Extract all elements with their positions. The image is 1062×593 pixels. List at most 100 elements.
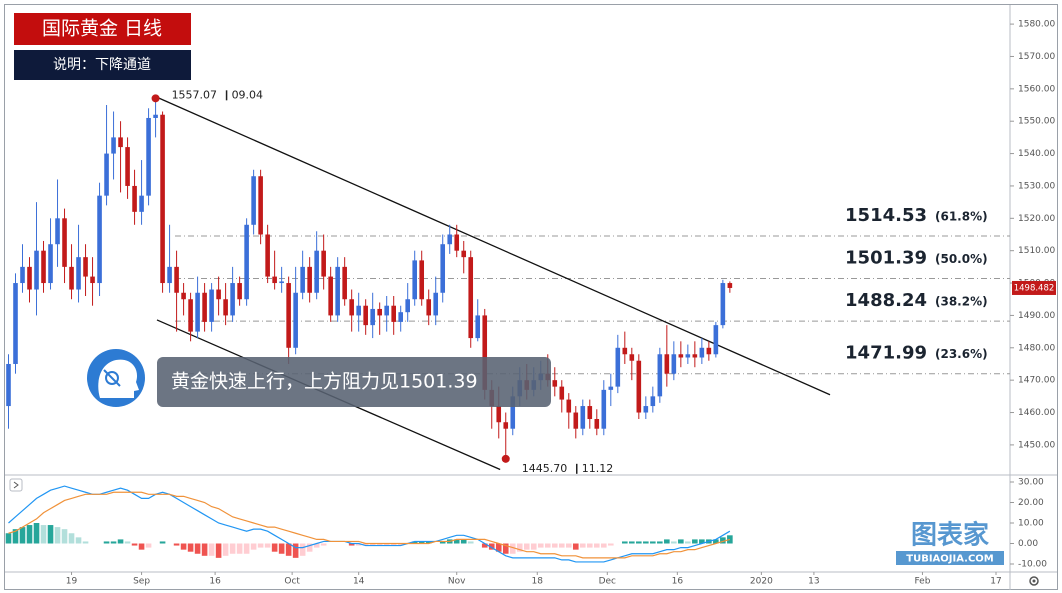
candle-body	[706, 347, 712, 355]
candle-body	[650, 396, 656, 407]
candle-body	[377, 308, 382, 316]
settings-icon[interactable]	[1029, 576, 1039, 586]
macd-histogram-bar	[173, 543, 180, 546]
macd-histogram-bar	[222, 543, 229, 556]
fib-value: 1501.39	[845, 248, 927, 269]
y-tick-label: 1490.00	[1018, 311, 1055, 321]
macd-histogram-bar	[467, 541, 474, 544]
candle-body	[685, 354, 691, 358]
y-tick-label: 1560.00	[1018, 84, 1055, 94]
chart-subtitle: 说明：下降通道	[53, 57, 151, 73]
candle-body	[13, 283, 18, 364]
macd-y-tick-label: 20.00	[1018, 498, 1044, 508]
collapse-button[interactable]	[9, 478, 23, 492]
candle-body	[286, 283, 291, 348]
extreme-price: 1445.70	[522, 462, 568, 475]
last-price-tag	[1012, 280, 1056, 295]
candle-body	[587, 406, 593, 420]
candle-body	[461, 250, 467, 258]
candle-body	[174, 266, 179, 293]
candle-body	[720, 283, 726, 326]
macd-histogram-bar	[411, 541, 418, 544]
y-tick-label: 1530.00	[1018, 181, 1055, 191]
macd-histogram-bar	[47, 525, 54, 544]
extreme-dot	[501, 454, 510, 463]
plot: 1450.001460.001470.001480.001490.001500.…	[5, 20, 1056, 587]
macd-histogram-bar	[68, 533, 75, 544]
x-tick-label: 19	[66, 577, 78, 587]
macd-y-tick-label: 0.00	[1018, 539, 1038, 549]
y-tick-label: 1450.00	[1018, 440, 1055, 450]
candle-body	[370, 308, 375, 326]
candle-body	[48, 244, 53, 284]
macd-histogram-bar	[390, 543, 397, 546]
extreme-date: 11.12	[582, 462, 614, 475]
macd-histogram-bar	[26, 525, 33, 544]
macd-histogram-bar	[720, 537, 726, 544]
candle-body	[265, 234, 270, 277]
candle-body	[69, 266, 74, 290]
macd-histogram-bar	[19, 527, 26, 544]
x-tick-label: 18	[532, 577, 544, 587]
macd-histogram-bar	[299, 543, 306, 556]
macd-histogram-bar	[201, 543, 208, 556]
candle-body	[83, 257, 88, 277]
macd-histogram-bar	[643, 541, 649, 544]
macd-histogram-bar	[243, 543, 250, 554]
candle-body	[643, 406, 649, 413]
candle-body	[552, 380, 558, 387]
macd-histogram-bar	[103, 541, 110, 544]
x-tick-label: 2020	[750, 577, 773, 587]
chart-title: 国际黄金 日线	[42, 18, 162, 40]
x-tick-label: 16	[672, 577, 684, 587]
macd-histogram-bar	[608, 543, 614, 546]
macd-y-tick-label: -10.00	[1018, 560, 1047, 570]
candle-body	[608, 386, 614, 390]
candle-body	[118, 137, 123, 148]
y-tick-label: 1460.00	[1018, 408, 1055, 418]
macd-histogram-bar	[586, 543, 593, 548]
macd-histogram-bar	[453, 539, 460, 544]
macd-histogram-bar	[699, 539, 705, 544]
candle-body	[90, 276, 95, 284]
macd-histogram-bar	[229, 543, 236, 554]
fib-value: 1471.99	[845, 343, 927, 364]
candle-body	[349, 299, 354, 316]
macd-histogram-bar	[509, 543, 516, 554]
candle-body	[692, 354, 698, 358]
candle-body	[664, 354, 670, 374]
candle-body	[6, 363, 11, 407]
candle-body	[314, 250, 319, 293]
extreme-dot	[151, 94, 160, 103]
macd-histogram-bar	[530, 543, 537, 550]
macd-histogram-bar	[369, 543, 376, 546]
macd-histogram-bar	[502, 543, 509, 554]
macd-line	[8, 485, 731, 563]
callout-box	[157, 357, 551, 407]
candle-body	[391, 305, 396, 322]
macd-histogram-bar	[131, 543, 138, 546]
macd-histogram-bar	[320, 543, 327, 546]
macd-histogram-bar	[678, 539, 684, 544]
y-tick-label: 1520.00	[1018, 214, 1055, 224]
candle-body	[160, 114, 165, 284]
frame	[4, 4, 1058, 590]
candle-body	[188, 299, 193, 332]
macd-histogram-bar	[376, 543, 383, 546]
macd-histogram-bar	[418, 541, 425, 544]
macd-histogram-bar	[208, 543, 215, 556]
candle-body	[41, 250, 46, 284]
candle-body	[279, 281, 284, 284]
watermark-band	[896, 551, 1004, 565]
macd-histogram-bar	[117, 539, 124, 544]
fib-value: 1488.24	[845, 290, 927, 311]
candle-body	[216, 289, 221, 300]
macd-histogram-bar	[692, 539, 698, 544]
candle-body	[230, 283, 235, 316]
candle-body	[363, 305, 368, 326]
macd-histogram-bar	[271, 543, 278, 552]
x-tick-label: Sep	[133, 577, 150, 587]
macd-histogram-bar	[159, 541, 166, 544]
candle-body	[321, 250, 326, 277]
watermark-url: TUBIAOJIA.COM	[906, 554, 994, 565]
